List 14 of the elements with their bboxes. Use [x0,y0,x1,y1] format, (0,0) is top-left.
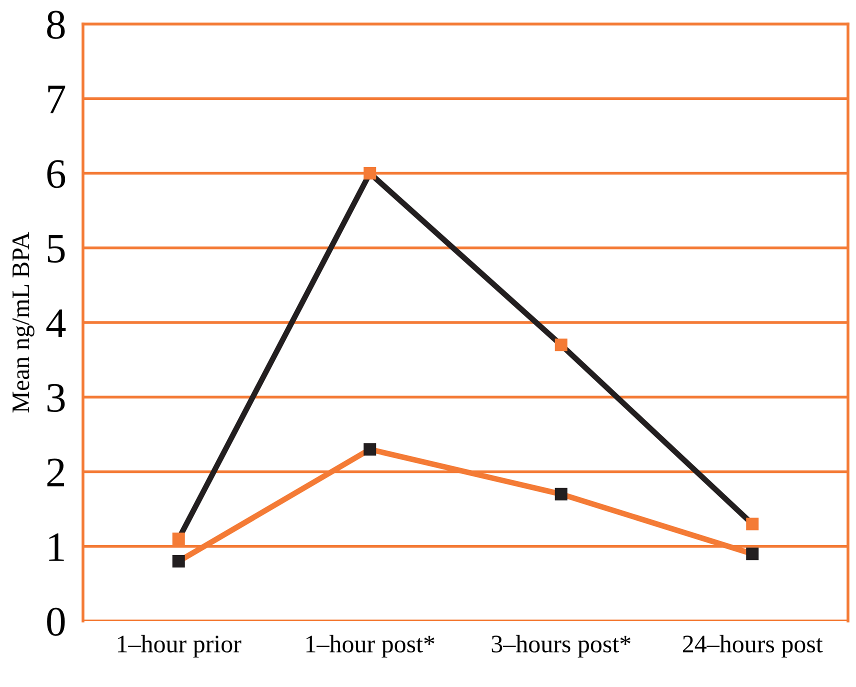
y-tick-label: 1 [49,533,64,561]
y-tick-label: 7 [48,86,66,114]
y-tick-label: 0 [47,608,65,636]
y-tick-label: 4 [46,310,66,337]
x-tick-label: 1–hour post* [306,634,434,658]
x-tick-label: 1–hour prior [118,634,242,658]
y-axis-title: Mean ng/mL BPA [12,232,34,413]
x-tick-label: 24–hours post [682,634,823,658]
y-tick-label: 2 [47,458,64,486]
y-tick-label: 5 [48,235,65,263]
x-tick-label: 3–hours post* [492,634,630,658]
y-tick-label: 6 [47,160,66,188]
y-tick-label: 3 [47,384,65,412]
y-tick-label: 8 [47,10,65,39]
